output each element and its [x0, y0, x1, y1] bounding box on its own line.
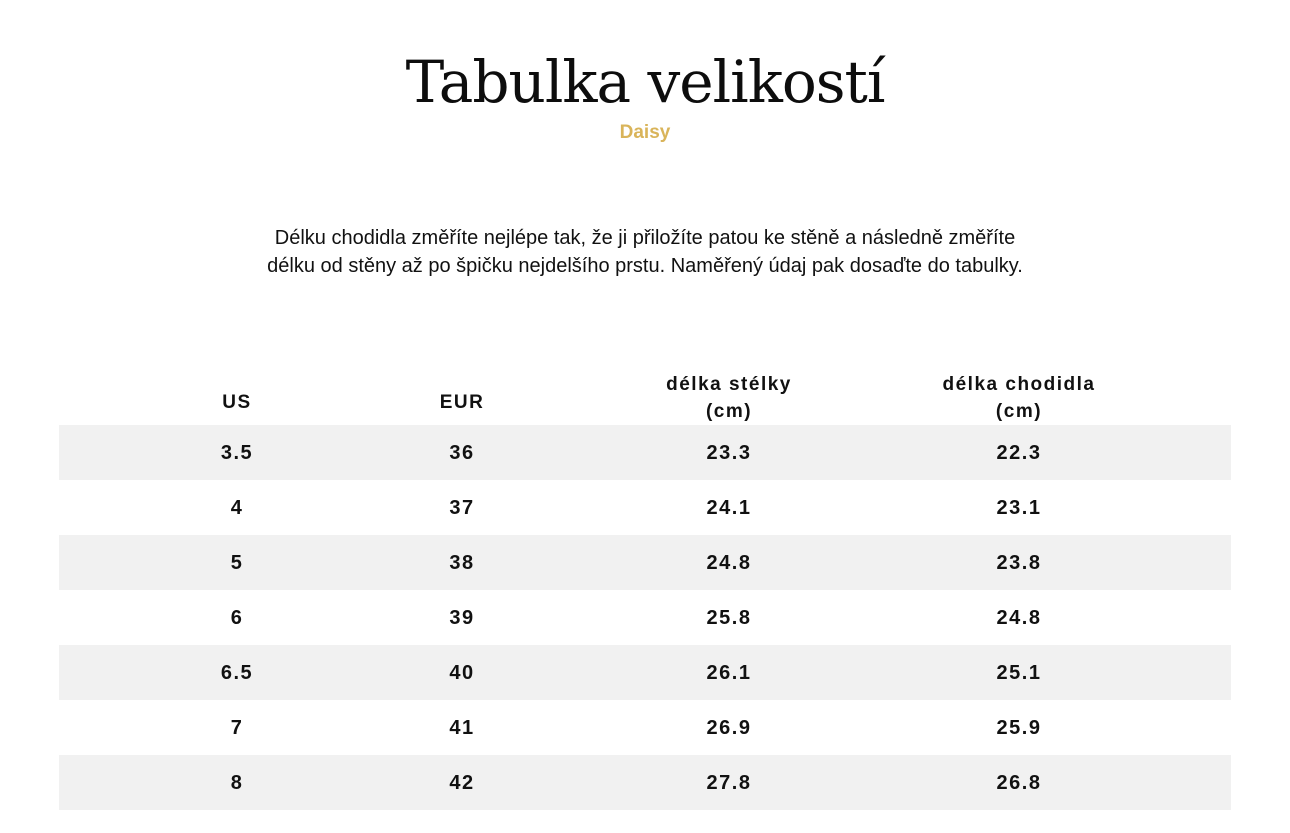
cell-eur: 37: [449, 496, 475, 519]
cell-foot-length: 23.1: [996, 496, 1042, 519]
table-row: 6.5 40 26.1 25.1: [59, 645, 1231, 700]
product-name: Daisy: [619, 122, 671, 143]
cell-us: 5: [230, 551, 244, 574]
cell-eur: 36: [449, 441, 475, 464]
cell-insole-length: 26.1: [706, 661, 752, 684]
table-row: 8 42 27.8 26.8: [59, 755, 1231, 810]
header-text: délka chodidla: [942, 374, 1096, 395]
header-unit: (cm): [705, 401, 753, 422]
table-body: 3.5 36 23.3 22.3 4 37 24.1 23.1 5 38 24.8 23.8 6 39 25…: [59, 425, 1231, 810]
table-row: 3.5 36 23.3 22.3: [59, 425, 1231, 480]
cell-insole-length: 27.8: [706, 771, 752, 794]
cell-foot-length: 22.3: [996, 441, 1042, 464]
header-text: délka stélky: [666, 374, 792, 395]
intro-line: Délku chodidla změříte nejlépe tak, že j…: [274, 227, 1016, 249]
header-eur: EUR: [439, 392, 485, 413]
cell-foot-length: 25.1: [996, 661, 1042, 684]
cell-us: 8: [230, 771, 244, 794]
cell-us: 4: [230, 496, 244, 519]
cell-us: 7: [230, 716, 244, 739]
cell-eur: 40: [449, 661, 475, 684]
cell-insole-length: 25.8: [706, 606, 752, 629]
header-insole-length: délka stélky (cm): [666, 371, 792, 425]
cell-foot-length: 23.8: [996, 551, 1042, 574]
header-us: US: [222, 392, 252, 413]
cell-foot-length: 25.9: [996, 716, 1042, 739]
header-foot-length: délka chodidla (cm): [943, 371, 1096, 425]
intro-text: Délku chodidla změříte nejlépe tak, že j…: [0, 224, 1290, 280]
page-title: Tabulka velikostí: [405, 48, 886, 116]
header-unit: (cm): [995, 401, 1043, 422]
size-table: US EUR délka stélky (cm) délka chodidla (c…: [59, 365, 1231, 810]
cell-us: 3.5: [220, 441, 254, 464]
cell-us: 6: [230, 606, 244, 629]
cell-insole-length: 23.3: [706, 441, 752, 464]
cell-us: 6.5: [220, 661, 254, 684]
table-row: 4 37 24.1 23.1: [59, 480, 1231, 535]
table-header: US EUR délka stélky (cm) délka chodidla (c…: [59, 365, 1231, 425]
cell-eur: 42: [449, 771, 475, 794]
cell-eur: 38: [449, 551, 475, 574]
cell-foot-length: 24.8: [996, 606, 1042, 629]
cell-insole-length: 24.1: [706, 496, 752, 519]
cell-eur: 41: [449, 716, 475, 739]
cell-foot-length: 26.8: [996, 771, 1042, 794]
intro-line: délku od stěny až po špičku nejdelšího p…: [267, 255, 1023, 277]
table-row: 7 41 26.9 25.9: [59, 700, 1231, 755]
table-row: 6 39 25.8 24.8: [59, 590, 1231, 645]
cell-insole-length: 24.8: [706, 551, 752, 574]
cell-eur: 39: [449, 606, 475, 629]
table-row: 5 38 24.8 23.8: [59, 535, 1231, 590]
cell-insole-length: 26.9: [706, 716, 752, 739]
